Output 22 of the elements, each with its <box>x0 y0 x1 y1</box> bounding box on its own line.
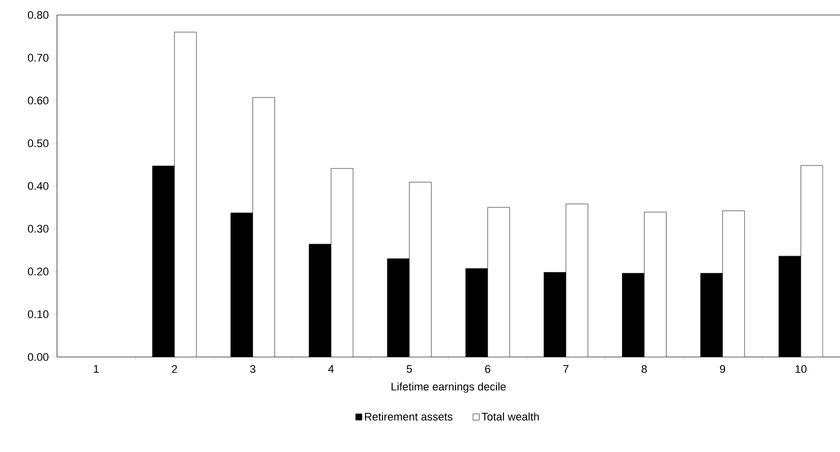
y-tick-label: 0.10 <box>28 310 48 318</box>
y-tick-label: 0.20 <box>28 268 48 276</box>
x-tick-label: 9 <box>720 365 726 373</box>
y-tick-label: 0.60 <box>28 96 48 104</box>
y-tick-label: 0.80 <box>28 11 48 19</box>
legend-label: Total wealth <box>482 412 539 421</box>
y-tick-label: 0.40 <box>28 182 48 190</box>
y-tick-label: 0.70 <box>28 54 48 62</box>
x-tick-label: 10 <box>796 365 807 373</box>
x-tick-label: 5 <box>406 365 412 373</box>
x-tick-label: 6 <box>485 365 490 373</box>
x-tick-label: 3 <box>250 365 256 373</box>
y-tick-label: 0.50 <box>28 139 48 148</box>
x-tick-label: 4 <box>328 365 334 373</box>
y-tick-label: 0.30 <box>28 224 48 233</box>
x-axis-title: Lifetime earnings decile <box>392 382 506 393</box>
y-tick-label: 0.00 <box>28 353 48 361</box>
x-tick-label: 7 <box>563 365 568 373</box>
legend-label: Retirement assets <box>365 412 452 421</box>
x-tick-label: 1 <box>94 365 99 373</box>
x-tick-label: 2 <box>172 365 177 373</box>
x-tick-label: 8 <box>642 365 647 373</box>
